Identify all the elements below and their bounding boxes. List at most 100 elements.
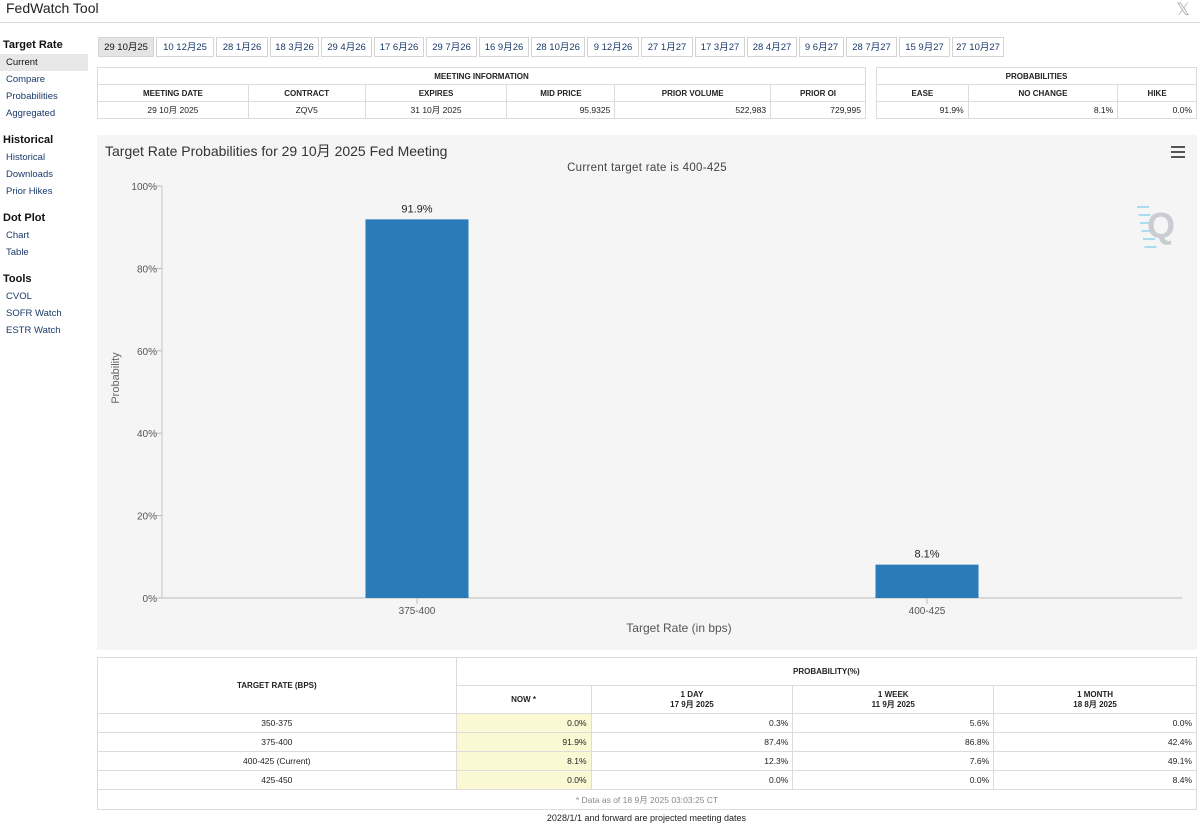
col-contract: CONTRACT bbox=[247, 84, 366, 102]
meeting-tab[interactable]: 10 12月25 bbox=[156, 37, 214, 57]
table-row: 400-425 (Current) 8.1% 12.3% 7.6% 49.1% bbox=[97, 751, 1197, 771]
cell-day: 87.4% bbox=[590, 732, 794, 752]
meeting-tab[interactable]: 16 9月26 bbox=[479, 37, 529, 57]
sidebar-item-estr-watch[interactable]: ESTR Watch bbox=[6, 325, 61, 336]
col-ease: EASE bbox=[876, 84, 969, 102]
hike-value: 0.0% bbox=[1117, 101, 1197, 119]
meeting-info-title: MEETING INFORMATION bbox=[97, 67, 866, 85]
bar-375-400 bbox=[365, 219, 469, 598]
meeting-tab[interactable]: 17 3月27 bbox=[695, 37, 745, 57]
meeting-tab[interactable]: 28 7月27 bbox=[846, 37, 897, 57]
cell-day: 0.3% bbox=[590, 713, 794, 733]
sidebar-item-historical[interactable]: Historical bbox=[6, 152, 46, 163]
y-tick-label: 0% bbox=[143, 594, 158, 605]
col-now: NOW * bbox=[455, 685, 592, 714]
app-title: FedWatch Tool bbox=[6, 0, 99, 16]
footer-note: 2028/1/1 and forward are projected meeti… bbox=[546, 813, 747, 823]
col-1-day: 1 DAY 17 9月 2025 bbox=[590, 685, 794, 714]
chart-title: Target Rate Probabilities for 29 10月 202… bbox=[105, 143, 448, 159]
chart-subtitle: Current target rate is 400-425 bbox=[567, 162, 727, 174]
sidebar-item-current[interactable]: Current bbox=[0, 54, 88, 71]
chart-panel: 0% 20% 40% 60% 80% 100% 91.9% 375-400 8.1% 400-42… bbox=[97, 135, 1197, 650]
meeting-tab[interactable]: 27 1月27 bbox=[641, 37, 693, 57]
meeting-tab[interactable]: 29 4月26 bbox=[321, 37, 372, 57]
col-mid-price: MID PRICE bbox=[506, 84, 616, 102]
cell-rate: 375-400 bbox=[97, 732, 457, 752]
sidebar-group-2: Dot Plot bbox=[3, 212, 46, 224]
mid-price-value: 95.9325 bbox=[506, 101, 616, 119]
table-row: 425-450 0.0% 0.0% 0.0% 8.4% bbox=[97, 770, 1197, 790]
prior-volume-value: 522,983 bbox=[614, 101, 772, 119]
y-tick-label: 80% bbox=[137, 264, 157, 275]
cell-month: 42.4% bbox=[993, 732, 1197, 752]
meeting-tab[interactable]: 27 10月27 bbox=[952, 37, 1004, 57]
meeting-tab[interactable]: 28 10月26 bbox=[531, 37, 585, 57]
watermark-logo-icon: Q bbox=[1137, 205, 1175, 248]
x-tick-label: 400-425 bbox=[909, 606, 946, 617]
cell-month: 49.1% bbox=[993, 751, 1197, 771]
x-tick-label: 375-400 bbox=[399, 606, 436, 617]
sidebar-item-aggregated[interactable]: Aggregated bbox=[6, 108, 56, 119]
title-bar: FedWatch Tool 𝕏 bbox=[0, 0, 1200, 23]
col-prior-oi: PRIOR OI bbox=[770, 84, 866, 102]
sidebar-item-table[interactable]: Table bbox=[6, 247, 29, 258]
sidebar-item-prior-hikes[interactable]: Prior Hikes bbox=[6, 186, 53, 197]
meeting-tab[interactable]: 28 1月26 bbox=[216, 37, 268, 57]
col-1-week: 1 WEEK 11 9月 2025 bbox=[792, 685, 995, 714]
cell-now: 8.1% bbox=[455, 751, 592, 771]
cell-rate: 350-375 bbox=[97, 713, 457, 733]
meeting-tab[interactable]: 28 4月27 bbox=[747, 37, 797, 57]
x-axis-title: Target Rate (in bps) bbox=[626, 621, 731, 635]
table-row: 375-400 91.9% 87.4% 86.8% 42.4% bbox=[97, 732, 1197, 752]
meeting-tab[interactable]: 18 3月26 bbox=[270, 37, 319, 57]
col-hike: HIKE bbox=[1117, 84, 1197, 102]
cell-now: 91.9% bbox=[455, 732, 592, 752]
meeting-tab[interactable]: 29 10月25 bbox=[98, 37, 154, 57]
sidebar-item-compare[interactable]: Compare bbox=[6, 74, 46, 85]
no-change-value: 8.1% bbox=[967, 101, 1119, 119]
bar-400-425 bbox=[875, 564, 979, 598]
sidebar-item-chart[interactable]: Chart bbox=[6, 230, 30, 241]
meeting-tab[interactable]: 9 6月27 bbox=[799, 37, 844, 57]
y-tick-label: 40% bbox=[137, 429, 157, 440]
cell-rate: 425-450 bbox=[97, 770, 457, 790]
col-prior-volume: PRIOR VOLUME bbox=[614, 84, 772, 102]
col-expires: EXPIRES bbox=[364, 84, 508, 102]
cell-day: 12.3% bbox=[590, 751, 794, 771]
cell-month: 0.0% bbox=[993, 713, 1197, 733]
data-timestamp-note: * Data as of 18 9月 2025 03:03:25 CT bbox=[97, 789, 1197, 810]
y-tick-label: 100% bbox=[131, 182, 157, 193]
y-axis-title: Probability bbox=[110, 352, 122, 404]
bar-chart: 0% 20% 40% 60% 80% 100% 91.9% 375-400 8.1% 400-42… bbox=[110, 182, 1182, 635]
sidebar-item-sofr-watch[interactable]: SOFR Watch bbox=[6, 308, 62, 319]
svg-text:Q: Q bbox=[1147, 205, 1175, 246]
cell-week: 0.0% bbox=[792, 770, 995, 790]
cell-now: 0.0% bbox=[455, 770, 592, 790]
probability-history-table: TARGET RATE (BPS) PROBABILITY(%) NOW * 1… bbox=[97, 657, 1198, 810]
meeting-tab[interactable]: 29 7月26 bbox=[426, 37, 477, 57]
meeting-tab[interactable]: 9 12月26 bbox=[587, 37, 639, 57]
sidebar-group-1: Historical bbox=[3, 134, 54, 146]
cell-day: 0.0% bbox=[590, 770, 794, 790]
cell-week: 5.6% bbox=[792, 713, 995, 733]
col-1-month: 1 MONTH 18 8月 2025 bbox=[993, 685, 1197, 714]
col-meeting-date: MEETING DATE bbox=[97, 84, 249, 102]
sidebar-group-0: Target Rate bbox=[3, 39, 63, 51]
ease-value: 91.9% bbox=[876, 101, 969, 119]
sidebar-item-downloads[interactable]: Downloads bbox=[6, 169, 53, 180]
y-tick-label: 20% bbox=[137, 512, 157, 523]
expires-value: 31 10月 2025 bbox=[364, 101, 508, 119]
meeting-tab[interactable]: 15 9月27 bbox=[899, 37, 950, 57]
meeting-info-table: MEETING INFORMATION MEETING DATE CONTRAC… bbox=[97, 67, 866, 119]
cell-rate: 400-425 (Current) bbox=[97, 751, 457, 771]
sidebar-item-cvol[interactable]: CVOL bbox=[6, 291, 32, 302]
cell-week: 86.8% bbox=[792, 732, 995, 752]
hamburger-menu-icon[interactable] bbox=[1171, 146, 1185, 158]
probabilities-title: PROBABILITIES bbox=[876, 67, 1197, 85]
sidebar-item-probabilities[interactable]: Probabilities bbox=[6, 91, 58, 102]
cell-month: 8.4% bbox=[993, 770, 1197, 790]
close-icon[interactable]: 𝕏 bbox=[1176, 0, 1190, 19]
probabilities-summary-table: PROBABILITIES EASE NO CHANGE HIKE 91.9% … bbox=[876, 67, 1197, 119]
meeting-tab[interactable]: 17 6月26 bbox=[374, 37, 424, 57]
col-target-rate: TARGET RATE (BPS) bbox=[97, 657, 457, 714]
